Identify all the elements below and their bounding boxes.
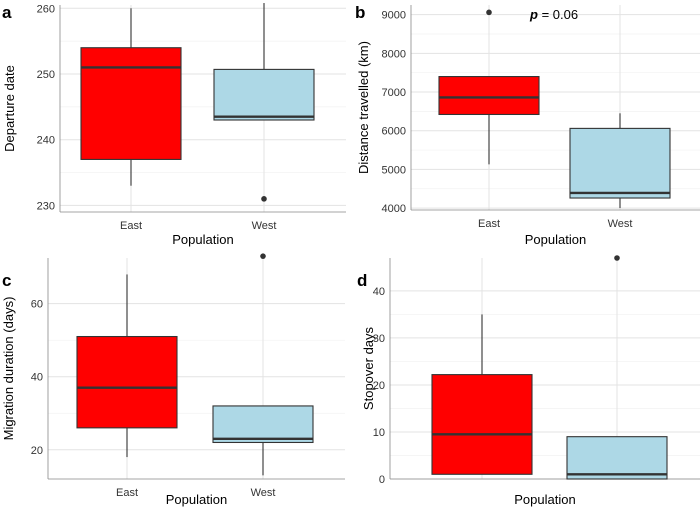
x-tick-label: West (251, 487, 276, 499)
p-symbol: p (529, 7, 538, 22)
y-tick-label: 250 (37, 69, 55, 81)
y-tick-label: 20 (31, 445, 43, 457)
x-tick-label: West (608, 218, 633, 230)
panel-d: 0 10 20 30 40 d Population Stopover days (357, 255, 700, 507)
box-body (80, 47, 182, 160)
box-west (212, 253, 314, 476)
outlier-point (614, 255, 620, 261)
box-body (566, 436, 668, 480)
box-body (569, 127, 671, 199)
x-axis-title: Population (525, 232, 586, 247)
box-series-2 (566, 255, 668, 480)
y-tick-label: 20 (373, 380, 385, 392)
y-tick-label: 40 (31, 372, 43, 384)
panel-a: 230 240 250 260 East West a Population Departure… (2, 3, 346, 247)
y-tick-label: 5000 (382, 164, 406, 176)
box-east (438, 9, 540, 165)
outlier-point (260, 253, 266, 259)
box-body (438, 76, 540, 116)
y-tick-label: 7000 (382, 87, 406, 99)
y-tick-label: 230 (37, 200, 55, 212)
box-west (213, 3, 315, 202)
panel-letter: a (2, 3, 12, 22)
x-axis-title: Population (172, 232, 233, 247)
y-axis-title: Stopover days (361, 326, 376, 410)
box-body (213, 68, 315, 121)
p-value-annotation: p = 0.06 (529, 7, 578, 22)
y-axis-title: Distance travelled (km) (356, 41, 371, 174)
panel-b: 4000 5000 6000 7000 8000 9000 East West b Populat… (355, 3, 700, 247)
y-tick-label: 10 (373, 427, 385, 439)
panel-letter: b (355, 3, 365, 22)
outlier-point (261, 196, 267, 202)
outlier-point (486, 9, 492, 16)
y-tick-label: 4000 (382, 203, 406, 215)
y-tick-label: 6000 (382, 126, 406, 138)
box-west (569, 113, 671, 209)
x-tick-label: East (120, 220, 142, 232)
x-tick-label: West (252, 220, 277, 232)
y-tick-label: 30 (373, 333, 385, 345)
panel-c: 20 40 60 East West c Population Migration durat… (1, 253, 345, 507)
y-axis-title: Migration duration (days) (1, 297, 16, 441)
y-tick-label: 240 (37, 135, 55, 147)
p-value-text: = 0.06 (538, 7, 578, 22)
x-tick-label: East (116, 487, 138, 499)
y-tick-label: 40 (373, 286, 385, 298)
box-east (76, 274, 178, 458)
box-body (212, 405, 314, 444)
box-body (76, 335, 178, 429)
y-tick-label: 60 (31, 299, 43, 311)
y-tick-label: 8000 (382, 48, 406, 60)
box-body (431, 374, 533, 475)
panel-letter: c (2, 271, 11, 290)
y-tick-label: 9000 (382, 10, 406, 22)
box-series-1 (431, 314, 533, 475)
y-axis-title: Departure date (2, 65, 17, 152)
box-east (80, 8, 182, 186)
x-axis-title: Population (514, 492, 575, 507)
y-tick-label: 260 (37, 3, 55, 15)
x-axis-title: Population (166, 492, 227, 507)
x-tick-label: East (478, 218, 500, 230)
y-tick-label: 0 (379, 474, 385, 486)
panel-letter: d (357, 271, 367, 290)
